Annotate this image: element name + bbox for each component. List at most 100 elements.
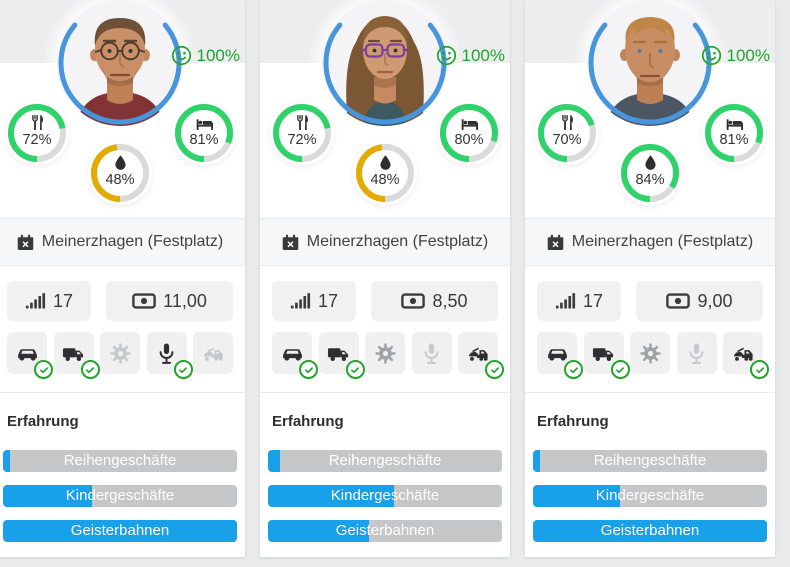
- hunger-gauge: 72%: [8, 104, 66, 162]
- equipment-tow-truck[interactable]: [458, 332, 504, 379]
- experience-bar-fill: [533, 520, 767, 542]
- equipment-gear[interactable]: [630, 332, 670, 374]
- price-stat[interactable]: 8,50: [371, 281, 498, 321]
- experience-bar: Kindergeschäfte: [3, 485, 237, 507]
- equipment-microphone[interactable]: [146, 332, 193, 379]
- rest-gauge: 81%: [705, 104, 763, 162]
- food-icon: [559, 114, 576, 131]
- price-value: 9,00: [697, 290, 733, 311]
- location-label: Meinerzhagen (Festplatz): [41, 233, 224, 250]
- attractiveness-value: 17: [582, 290, 604, 311]
- signal-icon: [555, 291, 576, 311]
- avatar[interactable]: [322, 0, 448, 126]
- check-badge: [485, 360, 504, 379]
- tow-truck-icon: [732, 342, 755, 365]
- bed-icon: [196, 114, 213, 131]
- signal-icon: [290, 291, 311, 311]
- truck-icon: [592, 342, 615, 365]
- experience-bar-label: Geisterbahnen: [600, 522, 700, 539]
- check-badge: [750, 360, 769, 379]
- attractiveness-value: 17: [52, 290, 74, 311]
- car-icon: [16, 342, 39, 365]
- experience-bar-fill: [268, 485, 395, 507]
- gauge-value: 48%: [370, 172, 400, 188]
- smiley-icon: [701, 45, 722, 66]
- attractiveness-stat[interactable]: 17: [272, 281, 356, 321]
- experience-bar-label: Reihengeschäfte: [63, 452, 177, 469]
- gauge-value: 72%: [22, 132, 52, 148]
- thirst-gauge: 84%: [621, 144, 679, 202]
- equipment-gear[interactable]: [100, 332, 140, 374]
- equipment-tow-truck[interactable]: [723, 332, 769, 379]
- tow-truck-icon: [467, 342, 490, 365]
- equipment-microphone[interactable]: [676, 332, 717, 374]
- equipment-car[interactable]: [537, 332, 583, 379]
- happiness-value: 100%: [461, 45, 505, 65]
- check-badge: [564, 360, 583, 379]
- attractiveness-value: 17: [317, 290, 339, 311]
- droplet-icon: [642, 154, 659, 171]
- check-icon: [569, 365, 579, 375]
- location-row[interactable]: Meinerzhagen (Festplatz): [0, 218, 245, 266]
- avatar[interactable]: [57, 0, 183, 126]
- employee-card-1: 100% 72% 81% 48% Meinerzhagen (F: [0, 0, 245, 557]
- experience-bar: Reihengeschäfte: [533, 450, 767, 472]
- experience-bar: Reihengeschäfte: [3, 450, 237, 472]
- check-badge: [345, 360, 365, 379]
- attractiveness-stat[interactable]: 17: [7, 281, 91, 321]
- equipment-microphone[interactable]: [411, 332, 452, 374]
- experience-bar-fill: [533, 450, 541, 472]
- gauge-value: 81%: [189, 132, 219, 148]
- happiness-indicator: 100%: [436, 45, 505, 66]
- check-badge: [80, 360, 100, 379]
- attractiveness-stat[interactable]: 17: [537, 281, 621, 321]
- happiness-value: 100%: [726, 45, 770, 65]
- experience-bar-label: Geisterbahnen: [70, 522, 170, 539]
- equipment-truck[interactable]: [318, 332, 365, 379]
- experience-bar-fill: [268, 450, 280, 472]
- equipment-car[interactable]: [272, 332, 318, 379]
- price-value: 11,00: [163, 290, 207, 311]
- price-stat[interactable]: 9,00: [636, 281, 763, 321]
- experience-bar: Geisterbahnen: [3, 520, 237, 542]
- experience-bar-fill: [3, 485, 92, 507]
- truck-icon: [327, 342, 350, 365]
- location-row[interactable]: Meinerzhagen (Festplatz): [525, 218, 775, 266]
- truck-icon: [62, 342, 85, 365]
- check-icon: [178, 365, 188, 375]
- microphone-icon: [155, 342, 178, 365]
- calendar-x-icon: [282, 234, 299, 251]
- happiness-indicator: 100%: [171, 45, 240, 66]
- gauge-value: 72%: [287, 132, 317, 148]
- price-value: 8,50: [432, 290, 468, 311]
- banknote-icon: [401, 289, 425, 313]
- experience-bar-label: Kindergeschäfte: [65, 487, 175, 504]
- gauge-value: 84%: [635, 172, 665, 188]
- calendar-x-icon: [547, 234, 564, 251]
- experience-bar: Kindergeschäfte: [268, 485, 502, 507]
- gauge-value: 48%: [105, 172, 135, 188]
- experience-heading: Erfahrung: [272, 413, 344, 430]
- location-row[interactable]: Meinerzhagen (Festplatz): [260, 218, 510, 266]
- rest-gauge: 80%: [440, 104, 498, 162]
- equipment-truck[interactable]: [53, 332, 100, 379]
- equipment-tow-truck[interactable]: [193, 332, 233, 374]
- smiley-icon: [171, 45, 192, 66]
- avatar[interactable]: [587, 0, 713, 126]
- avatar-portrait: [587, 0, 713, 126]
- gauge-value: 81%: [719, 132, 749, 148]
- food-icon: [29, 114, 46, 131]
- avatar-portrait: [322, 0, 448, 126]
- equipment-gear[interactable]: [365, 332, 405, 374]
- thirst-gauge: 48%: [91, 144, 149, 202]
- equipment-truck[interactable]: [583, 332, 630, 379]
- experience-bar-label: Geisterbahnen: [335, 522, 435, 539]
- experience-heading: Erfahrung: [7, 413, 79, 430]
- equipment-car[interactable]: [7, 332, 53, 379]
- price-stat[interactable]: 11,00: [106, 281, 233, 321]
- experience-bar-fill: [3, 520, 237, 542]
- employee-card-3: 100% 70% 81% 84% Meinerzhagen (F: [525, 0, 775, 557]
- calendar-x-icon: [17, 234, 34, 251]
- location-label: Meinerzhagen (Festplatz): [306, 233, 489, 250]
- droplet-icon: [112, 154, 129, 171]
